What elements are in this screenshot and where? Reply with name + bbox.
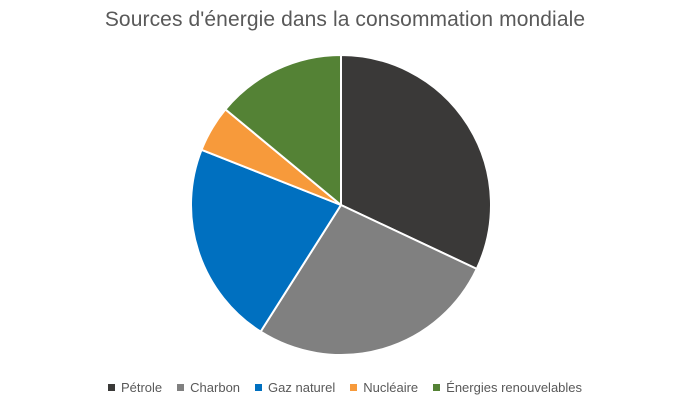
pie-slice-petrole — [340, 54, 492, 270]
legend-swatch-petrole — [107, 384, 115, 391]
legend-item-petrole: Pétrole — [107, 380, 163, 395]
legend-label: Charbon — [190, 380, 241, 395]
pie-slice-energies-renouvelables — [224, 54, 342, 206]
legend-swatch-gaz-naturel — [255, 384, 263, 391]
legend-label: Pétrole — [120, 380, 163, 395]
legend-item-charbon: Charbon — [177, 380, 240, 395]
pie-slices — [190, 54, 492, 356]
legend-label: Nucléaire — [363, 380, 419, 395]
legend-swatch-charbon — [177, 384, 185, 391]
legend-swatch-nucleaire — [350, 384, 358, 391]
legend-swatch-energies-renouvelables — [433, 384, 441, 391]
chart-legend: Pétrole Charbon Gaz naturel Nucléaire Énergi… — [0, 380, 690, 395]
pie-slice-charbon — [259, 204, 478, 356]
legend-item-nucleaire: Nucléaire — [350, 380, 418, 395]
legend-label: Gaz naturel — [268, 380, 336, 395]
legend-item-energies-renouvelables: Énergies renouvelables — [433, 380, 582, 395]
pie-slice-gaz-naturel — [190, 148, 342, 333]
legend-item-gaz-naturel: Gaz naturel — [255, 380, 335, 395]
legend-label: Énergies renouvelables — [446, 380, 583, 395]
chart-title: Sources d'énergie dans la consommation m… — [104, 8, 586, 31]
